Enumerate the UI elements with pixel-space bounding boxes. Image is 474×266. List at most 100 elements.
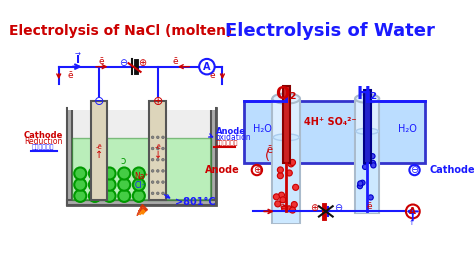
Text: I: I bbox=[410, 213, 414, 223]
Text: ↑: ↑ bbox=[409, 221, 415, 226]
Text: →: → bbox=[75, 52, 81, 58]
Circle shape bbox=[118, 179, 130, 191]
Text: H₂O: H₂O bbox=[398, 124, 417, 134]
Circle shape bbox=[291, 202, 297, 207]
Circle shape bbox=[103, 179, 116, 191]
Text: ⊖: ⊖ bbox=[119, 58, 128, 68]
Bar bbox=[355, 98, 379, 213]
Circle shape bbox=[133, 168, 145, 180]
Circle shape bbox=[162, 136, 164, 139]
Circle shape bbox=[363, 164, 368, 169]
Text: Electrolysis of Water: Electrolysis of Water bbox=[225, 22, 435, 40]
Circle shape bbox=[162, 147, 164, 150]
Circle shape bbox=[292, 184, 299, 190]
Circle shape bbox=[156, 147, 159, 150]
Text: ⊖: ⊖ bbox=[94, 95, 104, 108]
Circle shape bbox=[118, 190, 130, 202]
Text: (: ( bbox=[265, 150, 270, 163]
Circle shape bbox=[151, 159, 154, 161]
Circle shape bbox=[89, 168, 101, 180]
Circle shape bbox=[277, 167, 283, 173]
Text: ē: ē bbox=[267, 145, 273, 155]
Text: Cl⁻: Cl⁻ bbox=[135, 181, 146, 190]
Circle shape bbox=[358, 181, 363, 186]
Text: ↑: ↑ bbox=[95, 150, 103, 160]
Circle shape bbox=[290, 159, 295, 165]
Text: -ē: -ē bbox=[155, 144, 161, 150]
Text: A: A bbox=[410, 207, 416, 216]
Circle shape bbox=[371, 163, 376, 168]
Polygon shape bbox=[140, 210, 145, 215]
Bar bbox=[364, 90, 371, 163]
Circle shape bbox=[357, 184, 363, 189]
Circle shape bbox=[282, 205, 288, 211]
Circle shape bbox=[151, 136, 154, 139]
Text: กกดจกด: กกดจกด bbox=[216, 140, 238, 146]
Bar bbox=[273, 137, 299, 223]
Circle shape bbox=[286, 170, 292, 176]
Bar bbox=[67, 200, 216, 205]
Text: >801°C: >801°C bbox=[175, 197, 216, 207]
Text: ⊕: ⊕ bbox=[253, 165, 261, 175]
Circle shape bbox=[252, 165, 262, 175]
Ellipse shape bbox=[273, 93, 300, 104]
Bar bbox=[149, 101, 166, 200]
Circle shape bbox=[103, 168, 116, 180]
Text: A: A bbox=[203, 62, 210, 72]
Text: ē: ē bbox=[67, 71, 73, 80]
Bar bbox=[283, 86, 290, 163]
Circle shape bbox=[370, 153, 375, 159]
Circle shape bbox=[365, 139, 370, 144]
Circle shape bbox=[370, 160, 375, 165]
Circle shape bbox=[133, 179, 145, 191]
Circle shape bbox=[162, 159, 164, 161]
Text: I: I bbox=[76, 55, 80, 65]
Circle shape bbox=[410, 165, 419, 175]
Circle shape bbox=[156, 170, 159, 172]
Circle shape bbox=[89, 190, 101, 202]
Bar bbox=[356, 131, 378, 213]
Text: -ē: -ē bbox=[96, 144, 102, 150]
Circle shape bbox=[156, 192, 159, 195]
Text: ⊕: ⊕ bbox=[310, 203, 318, 213]
Circle shape bbox=[103, 190, 116, 202]
Circle shape bbox=[74, 190, 86, 202]
Text: H₂O: H₂O bbox=[254, 124, 273, 134]
Bar bbox=[72, 138, 211, 200]
Text: ↓: ↓ bbox=[154, 150, 162, 160]
Circle shape bbox=[133, 190, 145, 202]
Text: 4H⁺ SO₄²⁻: 4H⁺ SO₄²⁻ bbox=[304, 117, 356, 127]
Text: ē: ē bbox=[210, 71, 216, 80]
Text: ⊕: ⊕ bbox=[138, 58, 146, 68]
Text: O₂: O₂ bbox=[275, 85, 297, 103]
Circle shape bbox=[156, 181, 159, 183]
Circle shape bbox=[156, 136, 159, 139]
Circle shape bbox=[151, 170, 154, 172]
Circle shape bbox=[151, 147, 154, 150]
Text: ē: ē bbox=[280, 202, 285, 211]
Text: Cathode: Cathode bbox=[24, 131, 63, 140]
Circle shape bbox=[275, 201, 281, 207]
Text: Cathode: Cathode bbox=[429, 165, 474, 175]
Circle shape bbox=[199, 59, 215, 74]
Circle shape bbox=[151, 181, 154, 183]
Text: ⊖: ⊖ bbox=[410, 165, 419, 175]
Text: ē: ē bbox=[172, 57, 178, 66]
Circle shape bbox=[162, 192, 164, 195]
Bar bbox=[211, 108, 216, 205]
Circle shape bbox=[286, 206, 292, 212]
Circle shape bbox=[280, 197, 286, 203]
Circle shape bbox=[162, 170, 164, 172]
Bar bbox=[67, 108, 72, 205]
Circle shape bbox=[406, 205, 419, 218]
Circle shape bbox=[279, 192, 284, 198]
Text: H₂: H₂ bbox=[356, 85, 378, 103]
Bar bbox=[91, 101, 107, 200]
Bar bbox=[273, 98, 300, 223]
Circle shape bbox=[162, 181, 164, 183]
Ellipse shape bbox=[356, 128, 378, 134]
Text: ē: ē bbox=[99, 57, 105, 66]
Text: Anode: Anode bbox=[205, 165, 240, 175]
Circle shape bbox=[118, 168, 130, 180]
Text: ⊕: ⊕ bbox=[153, 95, 163, 108]
